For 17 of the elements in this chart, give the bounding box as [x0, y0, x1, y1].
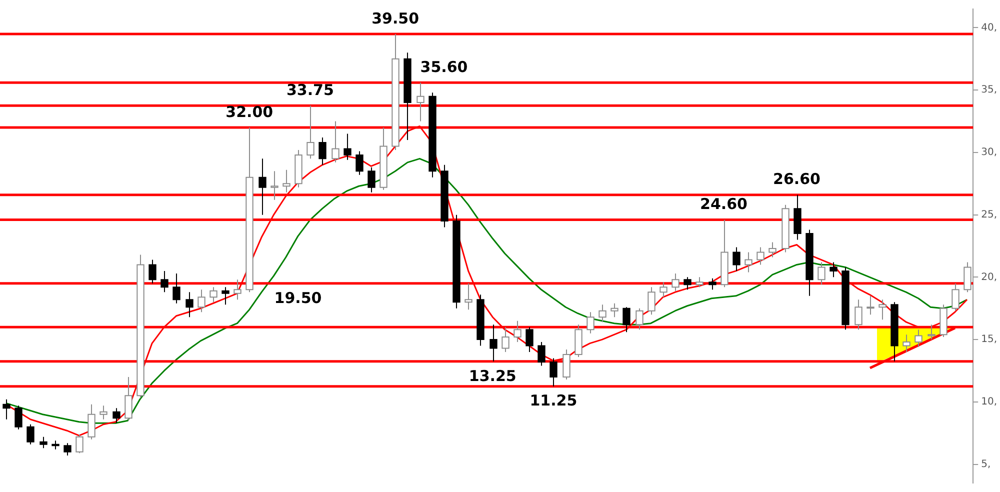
ref-line-label: 26.60	[772, 170, 820, 188]
y-tick-label: 10,	[981, 396, 998, 408]
y-tick-label: 5,	[981, 458, 991, 470]
ref-line-label: 19.50	[274, 288, 322, 307]
ref-line-label: 39.50	[372, 9, 420, 28]
ref-line-label: 35.60	[420, 58, 468, 76]
y-tick-label: 30,	[981, 147, 998, 158]
ref-line-label: 11.25	[530, 392, 578, 410]
y-tick-label: 40,	[981, 22, 998, 34]
y-tick-label: 25,	[981, 209, 998, 220]
ref-line-label: 13.25	[468, 366, 516, 385]
y-tick-label: 20,	[981, 272, 998, 283]
ref-line-label: 24.60	[700, 195, 748, 214]
ref-line-label: 32.00	[226, 102, 274, 121]
ref-line-label: 33.75	[286, 81, 334, 100]
y-tick-label: 35,	[981, 84, 998, 96]
y-tick-label: 15,	[981, 334, 998, 346]
